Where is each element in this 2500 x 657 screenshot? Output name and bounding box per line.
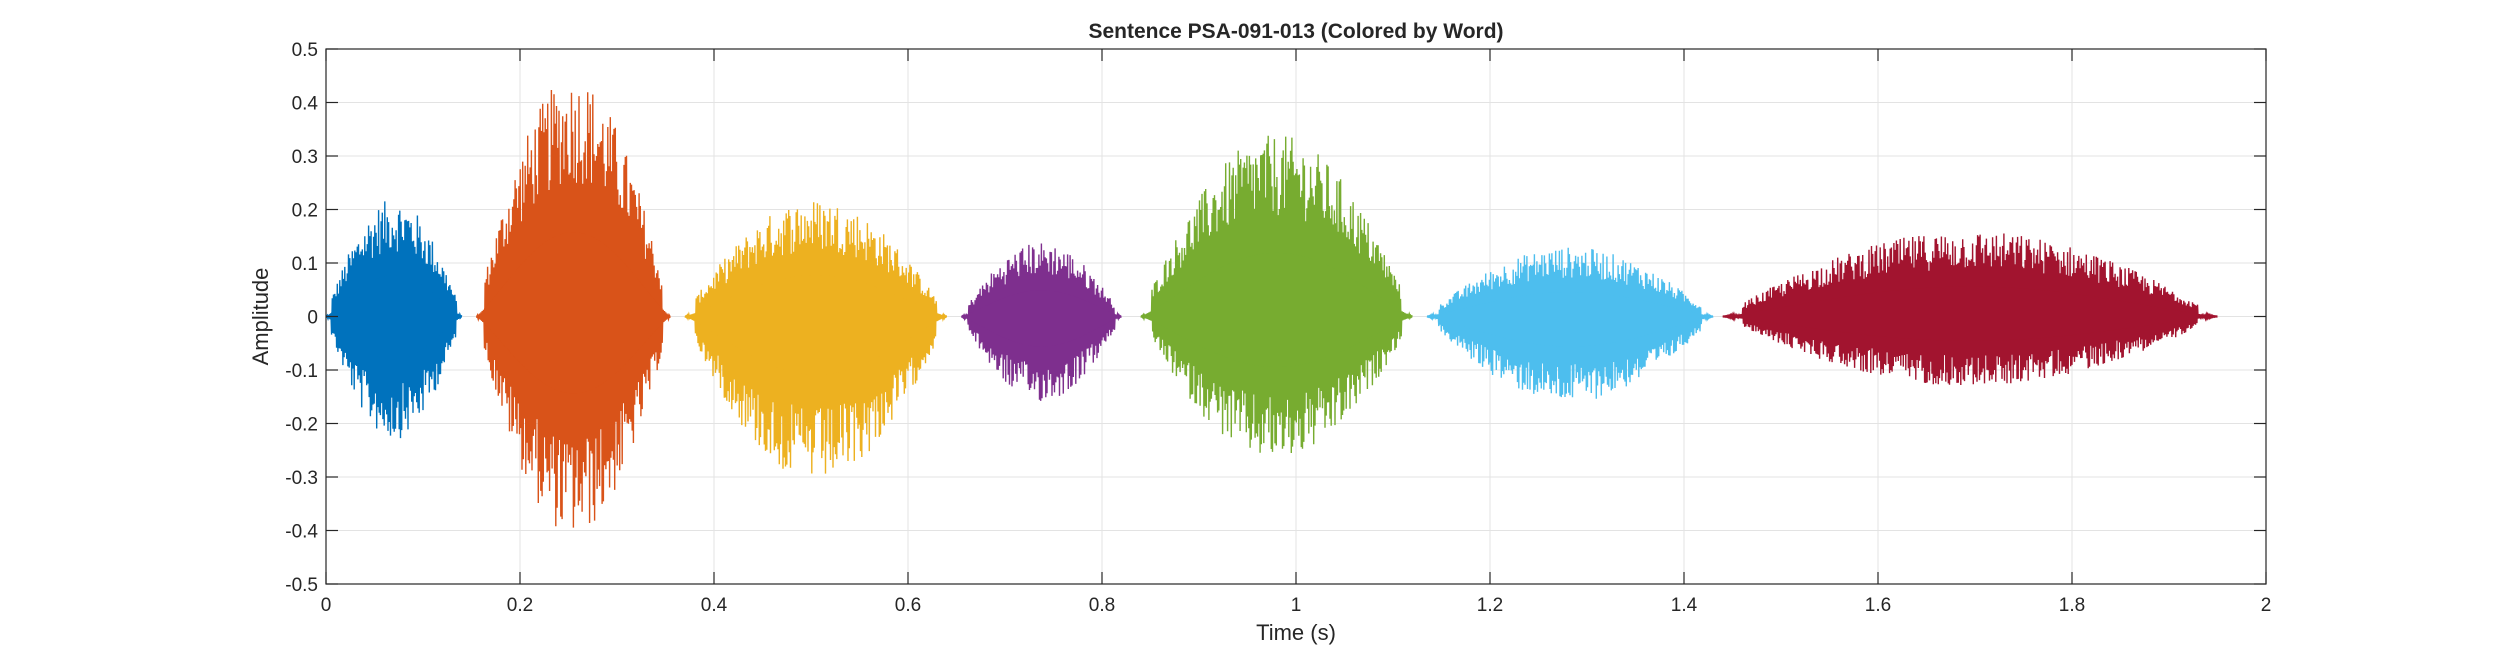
x-tick-label: 0.2 bbox=[507, 595, 533, 616]
waveform-series-group bbox=[325, 89, 2218, 528]
x-tick-label: 1.6 bbox=[1865, 595, 1891, 616]
waveform-core-3 bbox=[684, 275, 947, 375]
x-tick-labels: 0 0.2 0.4 0.6 0.8 1 1.2 1.4 1.6 1.8 2 bbox=[321, 595, 2272, 616]
y-tick-labels: -0.5 -0.4 -0.3 -0.2 -0.1 0 0.1 0.2 0.3 0.4 0.5 bbox=[285, 40, 318, 596]
x-tick-label: 1.2 bbox=[1477, 595, 1503, 616]
x-tick-label: 0.4 bbox=[701, 595, 728, 616]
y-axis-label: Amplitude bbox=[248, 268, 273, 366]
x-tick-label: 2 bbox=[2261, 595, 2272, 616]
x-tick-label: 1.8 bbox=[2059, 595, 2085, 616]
waveform-segment-7 bbox=[1722, 233, 2218, 386]
x-tick-label: 1 bbox=[1291, 595, 1302, 616]
y-tick-label: 0.5 bbox=[292, 40, 318, 61]
x-tick-label: 0 bbox=[321, 595, 332, 616]
waveform-core-4 bbox=[961, 290, 1122, 347]
y-tick-label: 0.4 bbox=[292, 94, 319, 115]
y-tick-label: 0.2 bbox=[292, 201, 318, 222]
y-tick-label: -0.1 bbox=[285, 361, 318, 382]
y-tick-label: 0.1 bbox=[292, 254, 318, 275]
y-tick-label: -0.2 bbox=[285, 415, 318, 436]
y-tick-label: -0.4 bbox=[285, 522, 318, 543]
waveform-core-5 bbox=[1140, 252, 1413, 368]
x-tick-label: 0.6 bbox=[895, 595, 921, 616]
chart-title: Sentence PSA-091-013 (Colored by Word) bbox=[1088, 20, 1503, 43]
y-tick-label: 0 bbox=[307, 308, 318, 329]
waveform-segment-2 bbox=[476, 89, 671, 528]
waveform-core-7 bbox=[1722, 286, 2218, 341]
waveform-core-6 bbox=[1426, 292, 1714, 347]
y-tick-label: -0.3 bbox=[285, 468, 318, 489]
x-tick-label: 0.8 bbox=[1089, 595, 1115, 616]
x-axis-label: Time (s) bbox=[1256, 620, 1336, 645]
y-tick-label: -0.5 bbox=[285, 575, 318, 596]
waveform-core-2 bbox=[475, 232, 671, 394]
axis-ticks bbox=[325, 48, 2267, 585]
x-tick-label: 1.4 bbox=[1671, 595, 1698, 616]
y-tick-label: 0.3 bbox=[292, 147, 318, 168]
